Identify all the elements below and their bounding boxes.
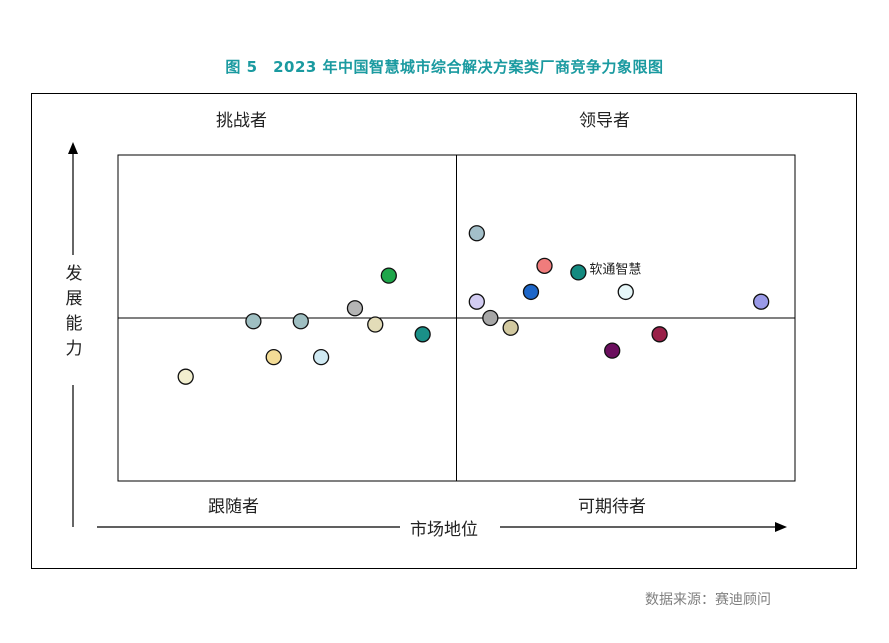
data-point xyxy=(177,368,194,385)
data-points: 软通智慧 xyxy=(177,225,770,385)
data-point xyxy=(482,309,499,327)
chart-frame xyxy=(31,93,857,569)
data-point xyxy=(414,326,431,343)
data-point xyxy=(468,293,485,310)
data-point xyxy=(312,348,330,366)
data-point xyxy=(468,225,485,242)
data-point xyxy=(536,257,553,274)
y-axis-label: 发展能力 xyxy=(65,264,83,359)
data-point-label: 软通智慧 xyxy=(589,261,641,277)
data-point xyxy=(617,283,634,301)
quadrant-label-promising: 可期待者 xyxy=(578,497,646,517)
quadrant-label-challengers: 挑战者 xyxy=(216,111,267,131)
data-point xyxy=(502,319,519,336)
data-point xyxy=(245,313,262,330)
data-point xyxy=(346,300,364,317)
data-point xyxy=(604,342,621,359)
data-point xyxy=(753,293,770,310)
data-point xyxy=(292,313,309,330)
x-axis-label: 市场地位 xyxy=(404,515,484,540)
source-note: 数据来源：赛迪顾问 xyxy=(645,592,771,608)
y-axis-arrowhead xyxy=(68,142,78,154)
data-point xyxy=(265,348,282,366)
data-point xyxy=(367,316,384,333)
chart-title: 图 5 2023 年中国智慧城市综合解决方案类厂商竞争力象限图 xyxy=(225,58,664,76)
data-point xyxy=(380,267,397,284)
quadrant-label-followers: 跟随者 xyxy=(208,497,259,517)
data-point xyxy=(570,264,587,281)
x-axis-arrowhead xyxy=(775,522,787,532)
data-point xyxy=(651,326,668,343)
data-point xyxy=(522,283,540,301)
quadrant-label-leaders: 领导者 xyxy=(579,111,630,131)
